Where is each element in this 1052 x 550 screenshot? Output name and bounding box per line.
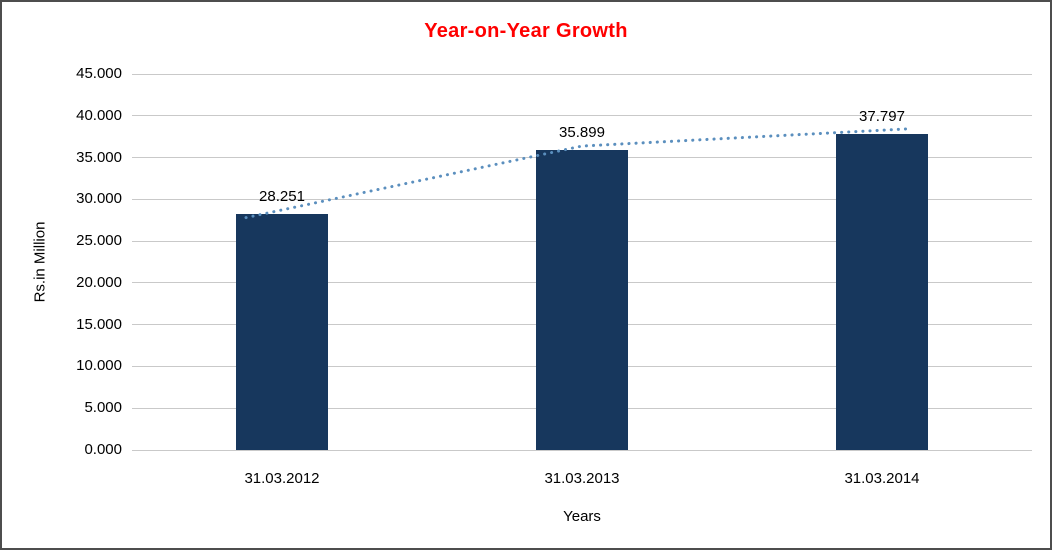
y-tick-label: 40.000 (76, 106, 122, 124)
y-tick-label: 20.000 (76, 273, 122, 291)
y-tick-label: 10.000 (76, 357, 122, 375)
bar-value-label: 35.899 (559, 124, 605, 142)
y-tick-label: 15.000 (76, 315, 122, 333)
y-tick-label: 30.000 (76, 190, 122, 208)
x-axis-title: Years (563, 508, 601, 525)
y-axis-title: Rs.in Million (31, 221, 49, 303)
x-category-label: 31.03.2013 (544, 470, 620, 487)
gridline (132, 115, 1032, 117)
bar (536, 150, 628, 450)
y-tick-label: 35.000 (76, 148, 122, 166)
bar-value-label: 28.251 (259, 187, 305, 205)
gridline (132, 73, 1032, 75)
y-tick-label: 25.000 (76, 232, 122, 250)
x-category-label: 31.03.2014 (844, 470, 920, 487)
y-tick-label: 5.000 (84, 399, 122, 417)
gridline (132, 449, 1032, 451)
bar (836, 134, 928, 450)
y-tick-label: 0.000 (84, 441, 122, 458)
bar-value-label: 37.797 (859, 108, 905, 126)
y-tick-label: 45.000 (76, 65, 122, 82)
x-category-label: 31.03.2012 (244, 470, 320, 487)
bar (236, 213, 328, 450)
chart-title: Year-on-Year Growth (424, 20, 628, 42)
